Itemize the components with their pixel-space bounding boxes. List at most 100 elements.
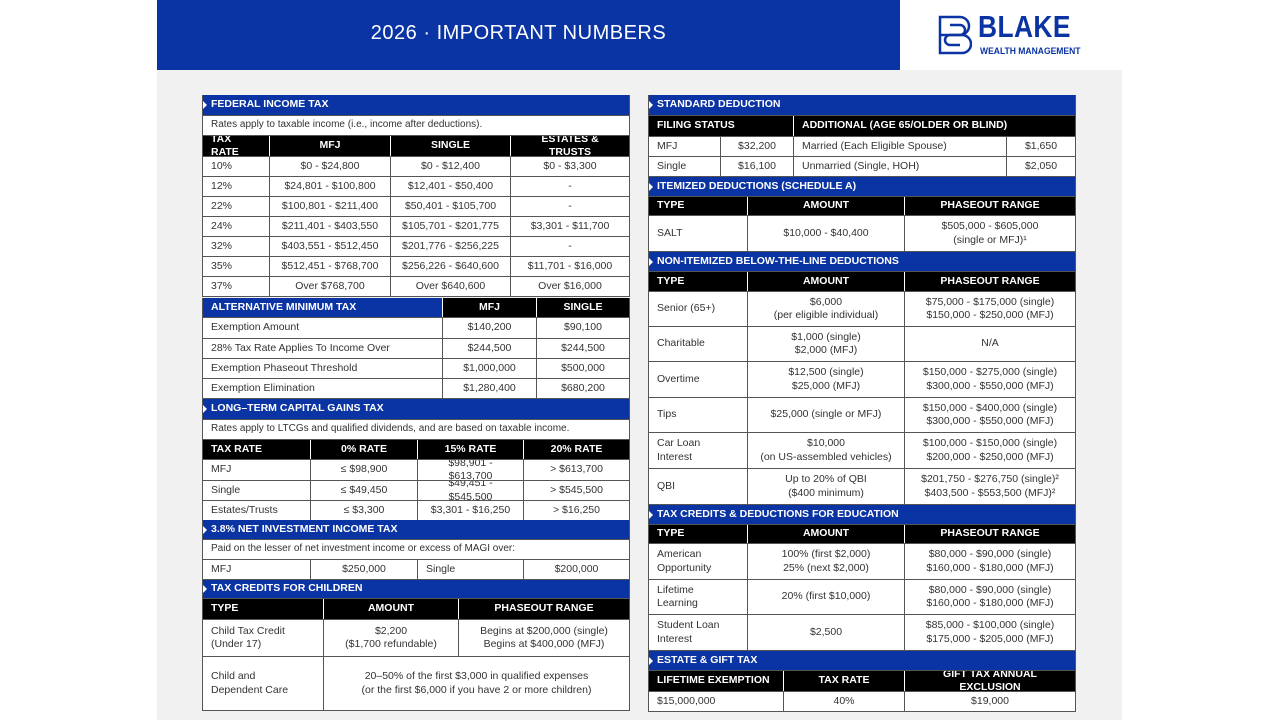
column-header-row: TAX RATE MFJ SINGLE ESTATES & TRUSTS xyxy=(203,136,629,157)
column-header: TYPE xyxy=(657,527,685,540)
section-title: TAX CREDITS & DEDUCTIONS FOR EDUCATION xyxy=(657,507,899,520)
column-header: PHASEOUT RANGE xyxy=(904,197,1075,215)
table-cell: $3,301 - $11,700 xyxy=(510,217,629,236)
section-title: 3.8% NET INVESTMENT INCOME TAX xyxy=(211,522,398,535)
table-cell: $201,750 - $276,750 (single)² $403,500 -… xyxy=(904,469,1075,504)
section-title: TAX CREDITS FOR CHILDREN xyxy=(211,582,363,595)
title-arrow-icon xyxy=(649,510,653,519)
section-note: Paid on the lesser of net investment inc… xyxy=(211,543,516,555)
column-header: TYPE xyxy=(211,602,239,615)
column-header-row: TYPE AMOUNT PHASEOUT RANGE xyxy=(649,272,1075,292)
table-cell: Tips xyxy=(657,408,677,421)
table-row: Exemption Elimination $1,280,400 $680,200 xyxy=(203,379,629,399)
table-cell: Married (Each Eligible Spouse) xyxy=(793,137,1006,156)
title-arrow-icon xyxy=(203,101,207,109)
table-cell: $24,801 - $100,800 xyxy=(269,177,390,196)
section-title-bar: ITEMIZED DEDUCTIONS (SCHEDULE A) xyxy=(649,177,1075,197)
table-cell: > $613,700 xyxy=(523,460,629,480)
column-header: SINGLE xyxy=(536,298,629,317)
table-cell: Student Loan Interest xyxy=(657,619,720,645)
table-cell: Over $640,600 xyxy=(390,277,510,296)
table-cell: $12,401 - $50,400 xyxy=(390,177,510,196)
table-row: Exemption Phaseout Threshold $1,000,000 $5… xyxy=(203,359,629,379)
itemized-section: ITEMIZED DEDUCTIONS (SCHEDULE A) TYPE AMOU… xyxy=(648,177,1076,252)
table-cell: 35% xyxy=(211,259,233,272)
table-cell: Up to 20% of QBI ($400 minimum) xyxy=(747,469,904,504)
table-row: Child and Dependent Care 20–50% of the fi… xyxy=(203,657,629,711)
title-arrow-icon xyxy=(649,656,653,665)
table-cell: 40% xyxy=(783,692,904,711)
table-cell: 22% xyxy=(211,199,233,212)
table-cell: 12% xyxy=(211,179,233,192)
table-cell: $0 - $12,400 xyxy=(390,157,510,176)
title-arrow-icon xyxy=(649,182,653,191)
logo-b-icon xyxy=(938,15,972,55)
section-title-bar: NON-ITEMIZED BELOW-THE-LINE DEDUCTIONS xyxy=(649,252,1075,272)
table-cell: $150,000 - $400,000 (single) $300,000 - … xyxy=(904,398,1075,432)
table-cell: Over $768,700 xyxy=(269,277,390,296)
table-cell: Estates/Trusts xyxy=(211,503,278,516)
section-note-row: Rates apply to LTCGs and qualified divid… xyxy=(203,420,629,440)
section-title: ESTATE & GIFT TAX xyxy=(657,653,758,666)
table-cell: $15,000,000 xyxy=(657,694,716,707)
table-cell: Single xyxy=(211,483,241,496)
niit-section: 3.8% NET INVESTMENT INCOME TAX Paid on th… xyxy=(202,520,630,580)
table-cell: $512,451 - $768,700 xyxy=(269,257,390,276)
standard_deduction-section: STANDARD DEDUCTION FILING STATUS ADDITIONA… xyxy=(648,95,1076,177)
logo: BLAKE WEALTH MANAGEMENT xyxy=(900,0,1122,70)
column-header: MFJ xyxy=(269,136,390,156)
table-cell: $6,000 (per eligible individual) xyxy=(747,292,904,326)
table-cell: $10,000 - $40,400 xyxy=(747,216,904,251)
section-title-bar: ESTATE & GIFT TAX xyxy=(649,651,1075,671)
section-title-bar: 3.8% NET INVESTMENT INCOME TAX xyxy=(203,520,629,540)
section-title-bar: STANDARD DEDUCTION xyxy=(649,95,1075,116)
table-cell: $1,000 (single) $2,000 (MFJ) xyxy=(747,327,904,361)
table-row: Tips $25,000 (single or MFJ) $150,000 - $4… xyxy=(649,398,1075,433)
logo-subtitle: WEALTH MANAGEMENT xyxy=(980,46,1081,57)
page-title: 2026 · IMPORTANT NUMBERS xyxy=(370,22,667,44)
table-cell: Over $16,000 xyxy=(510,277,629,296)
section-title-bar: LONG–TERM CAPITAL GAINS TAX xyxy=(203,399,629,420)
table-cell: MFJ xyxy=(211,463,232,476)
table-row: 12% $24,801 - $100,800 $12,401 - $50,400- xyxy=(203,177,629,197)
table-row: $15,000,000 40% $19,000 xyxy=(649,692,1075,712)
table-cell: $80,000 - $90,000 (single) $160,000 - $1… xyxy=(904,580,1075,614)
column-header: AMOUNT xyxy=(747,525,904,543)
children-section: TAX CREDITS FOR CHILDREN TYPE AMOUNT PHASEO… xyxy=(202,580,630,711)
table-cell: $1,280,400 xyxy=(442,379,536,398)
table-cell: $19,000 xyxy=(904,692,1075,711)
table-cell: $100,000 - $150,000 (single) $200,000 - … xyxy=(904,433,1075,468)
estate_gift-section: ESTATE & GIFT TAX LIFETIME EXEMPTION TAX R… xyxy=(648,651,1076,712)
table-cell: $90,100 xyxy=(536,318,629,338)
column-header: 15% RATE xyxy=(417,440,523,459)
table-row: 37% Over $768,700 Over $640,600 Over $16,00… xyxy=(203,277,629,297)
table-cell: Lifetime Learning xyxy=(657,583,698,609)
column-header-row: LIFETIME EXEMPTION TAX RATE GIFT TAX ANNUA… xyxy=(649,671,1075,692)
column-header: AMOUNT xyxy=(323,599,458,619)
table-cell: $16,100 xyxy=(720,157,793,176)
table-cell: $0 - $3,300 xyxy=(510,157,629,176)
table-cell: MFJ xyxy=(211,562,232,575)
table-cell: - xyxy=(510,197,629,216)
section-title: NON-ITEMIZED BELOW-THE-LINE DEDUCTIONS xyxy=(657,254,899,267)
table-cell: $0 - $24,800 xyxy=(269,157,390,176)
table-cell: ≤ $49,450 xyxy=(310,481,417,500)
table-cell: Child and Dependent Care xyxy=(211,670,289,696)
table-cell: $140,200 xyxy=(442,318,536,338)
table-cell: $1,000,000 xyxy=(442,359,536,378)
table-cell: N/A xyxy=(904,327,1075,361)
column-header: MFJ xyxy=(442,298,536,317)
table-row: Overtime $12,500 (single) $25,000 (MFJ) $1… xyxy=(649,362,1075,398)
column-header-row: TYPE AMOUNT PHASEOUT RANGE xyxy=(649,525,1075,544)
column-header: LIFETIME EXEMPTION xyxy=(657,674,770,687)
column-header: TAX RATE xyxy=(783,671,904,691)
column-header: PHASEOUT RANGE xyxy=(458,599,629,619)
table-row: Child Tax Credit (Under 17) $2,200 ($1,70… xyxy=(203,620,629,657)
table-cell: $105,701 - $201,775 xyxy=(390,217,510,236)
column-header: PHASEOUT RANGE xyxy=(904,525,1075,543)
column-header-row: TYPE AMOUNT PHASEOUT RANGE xyxy=(203,599,629,620)
table-cell: $100,801 - $211,400 xyxy=(269,197,390,216)
table-cell: American Opportunity xyxy=(657,548,712,574)
table-cell: $85,000 - $100,000 (single) $175,000 - $… xyxy=(904,615,1075,650)
section-title: ITEMIZED DEDUCTIONS (SCHEDULE A) xyxy=(657,179,857,192)
